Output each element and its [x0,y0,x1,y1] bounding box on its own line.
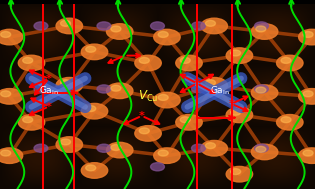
Text: $\rm Ga_{In}$: $\rm Ga_{In}$ [39,84,59,97]
Circle shape [176,115,202,130]
Circle shape [251,144,278,160]
Circle shape [34,144,48,152]
Circle shape [180,57,190,63]
Circle shape [158,150,168,156]
Circle shape [192,85,205,93]
Circle shape [34,22,48,30]
Circle shape [231,109,241,115]
Circle shape [226,166,253,182]
Circle shape [281,57,291,63]
Circle shape [255,144,268,152]
Circle shape [86,46,96,52]
Circle shape [303,91,313,97]
Circle shape [255,22,268,30]
Circle shape [111,145,121,150]
Circle shape [256,146,266,152]
Circle shape [106,142,133,158]
Circle shape [154,148,180,163]
Circle shape [151,163,164,171]
Circle shape [151,22,164,30]
Circle shape [158,94,168,100]
Circle shape [81,44,108,60]
Circle shape [56,137,83,152]
Circle shape [154,92,180,108]
Circle shape [256,26,266,32]
Circle shape [1,91,11,97]
Circle shape [251,24,278,39]
Circle shape [180,117,190,123]
Circle shape [23,57,33,63]
Circle shape [97,22,111,30]
Circle shape [60,20,71,26]
Circle shape [81,103,108,119]
Circle shape [0,148,23,163]
Circle shape [299,148,315,163]
Circle shape [81,163,108,178]
Circle shape [60,80,71,86]
Circle shape [1,150,11,156]
Text: $\rm Ga_{In}$: $\rm Ga_{In}$ [210,84,231,97]
Text: *: * [229,99,234,109]
Circle shape [201,77,227,93]
Circle shape [205,143,215,149]
Text: *: * [46,101,52,112]
Circle shape [201,140,227,156]
Circle shape [97,85,111,93]
Circle shape [1,32,11,37]
Circle shape [303,32,313,37]
Circle shape [60,139,71,145]
Circle shape [192,22,205,30]
Circle shape [226,107,253,123]
Circle shape [281,117,291,123]
Circle shape [231,169,241,175]
Text: *: * [46,74,52,84]
Circle shape [56,18,83,34]
Circle shape [158,32,168,37]
Circle shape [34,85,48,93]
Circle shape [111,85,121,91]
Circle shape [0,89,23,104]
Circle shape [0,29,23,45]
Circle shape [23,117,33,123]
Circle shape [231,50,241,56]
Circle shape [139,57,149,63]
Circle shape [226,48,253,63]
Text: *: * [194,78,200,88]
Circle shape [277,55,303,71]
Circle shape [135,55,161,71]
Circle shape [56,77,83,93]
Circle shape [299,89,315,104]
Circle shape [86,165,96,171]
Circle shape [135,126,161,141]
Circle shape [201,18,227,34]
Circle shape [18,55,45,71]
Circle shape [192,144,205,152]
Text: $V_{\rm Cu}$: $V_{\rm Cu}$ [138,89,158,104]
Circle shape [18,115,45,130]
Circle shape [139,128,149,134]
Circle shape [106,24,133,39]
Circle shape [299,29,315,45]
Circle shape [255,85,268,93]
Circle shape [97,144,111,152]
Circle shape [256,87,266,93]
Circle shape [86,106,96,112]
Circle shape [303,150,313,156]
Circle shape [205,80,215,86]
Circle shape [277,115,303,130]
Circle shape [251,85,278,100]
Circle shape [111,26,121,32]
Text: *: * [139,111,145,121]
Circle shape [106,83,133,99]
Circle shape [154,29,180,45]
Circle shape [205,20,215,26]
Circle shape [176,55,202,71]
